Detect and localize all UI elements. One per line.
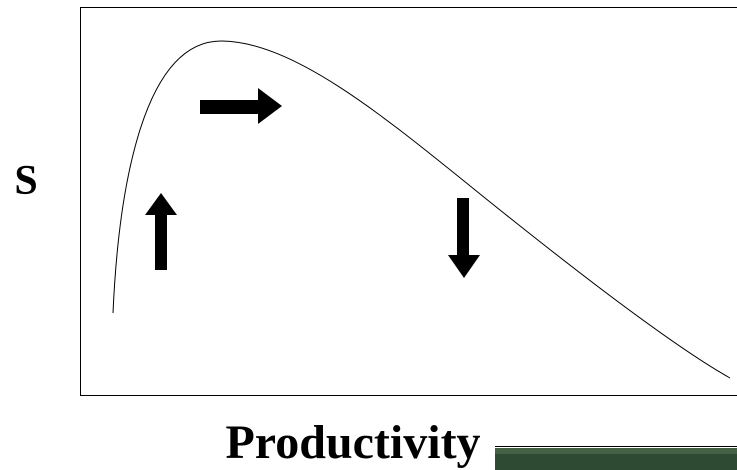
plot-frame (80, 7, 737, 396)
right-arrow (200, 88, 282, 124)
curve (112, 40, 731, 379)
x-axis-label: Productivity (225, 416, 480, 469)
photo-highlight (495, 448, 737, 454)
y-axis-label: S (14, 158, 37, 204)
up-arrow (145, 193, 177, 270)
down-arrow (448, 198, 480, 278)
